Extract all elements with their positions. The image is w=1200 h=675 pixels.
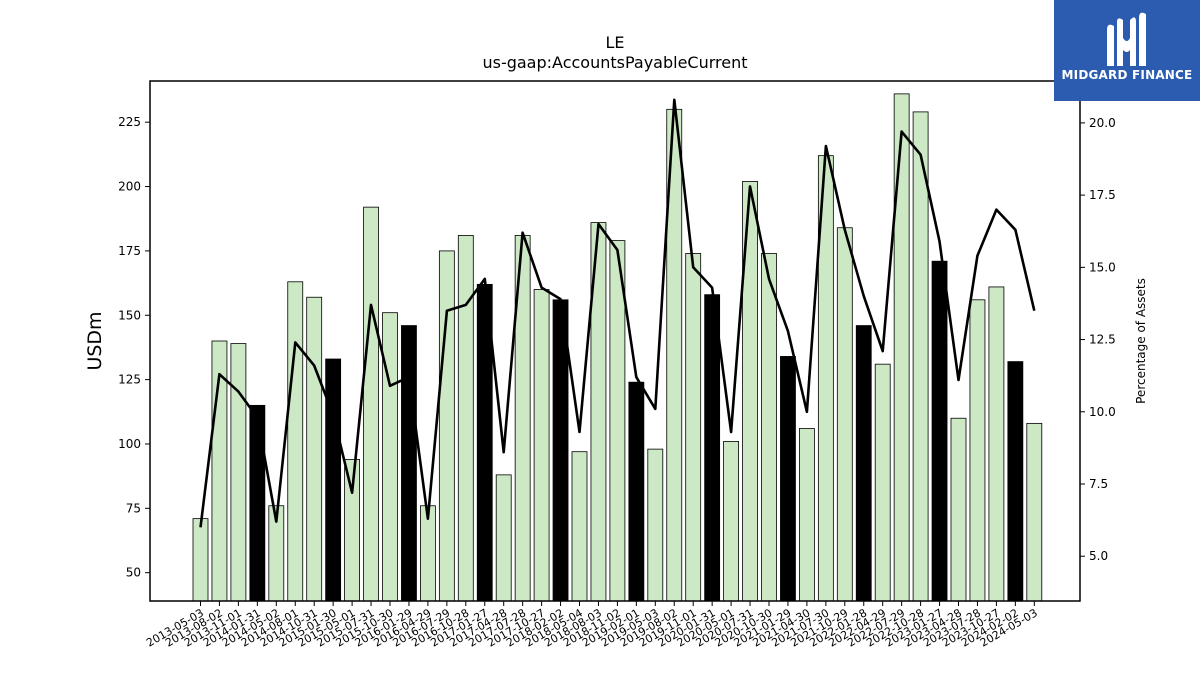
- bar-2016-04-29: [419, 505, 436, 602]
- chart-title: LE: [605, 33, 624, 52]
- bar-2019-02-01: [628, 381, 645, 602]
- bar-2020-01-31: [704, 294, 721, 602]
- bar-2019-05-03: [647, 448, 664, 602]
- bar-2021-04-30: [799, 428, 815, 602]
- y2-tick-label: 10.0: [1089, 405, 1116, 419]
- y2-tick-label: 5.0: [1089, 549, 1108, 563]
- bar-2018-05-04: [571, 451, 588, 602]
- bar-2023-04-28: [950, 417, 967, 602]
- y2-axis-ticks: 5.0 7.5 10.0 12.5 15.0 17.5 20.0: [1080, 116, 1116, 563]
- y-tick-label: 75: [126, 501, 141, 515]
- bar-2022-01-28: [855, 325, 872, 602]
- bar-2024-02-02: [1007, 361, 1024, 602]
- bar-2017-10-27: [533, 289, 550, 602]
- chart-subtitle: us-gaap:AccountsPayableCurrent: [482, 53, 747, 72]
- percentage-line: [199, 98, 1036, 528]
- y-tick-label: 200: [118, 180, 141, 194]
- x-axis-ticks: 2013-05-032013-08-022013-11-012014-01-31…: [144, 601, 1040, 650]
- y2-tick-label: 15.0: [1089, 260, 1116, 274]
- bar-2022-04-29: [874, 363, 891, 602]
- y2-tick-label: 7.5: [1089, 477, 1108, 491]
- y-tick-label: 175: [118, 244, 141, 258]
- bar-2016-01-29: [401, 325, 417, 602]
- bar-series: [192, 93, 1043, 602]
- y2-axis-label: Percentage of Assets: [1134, 278, 1148, 404]
- bar-2015-01-30: [325, 358, 342, 602]
- y-tick-label: 50: [126, 566, 141, 580]
- y2-tick-label: 17.5: [1089, 188, 1116, 202]
- bar-2014-01-31: [249, 404, 266, 602]
- y-tick-label: 125: [118, 373, 141, 387]
- y-axis-label: USDm: [84, 311, 106, 370]
- midgard-finance-logo: MIDGARD FINANCE: [1054, 0, 1200, 101]
- y2-tick-label: 20.0: [1089, 116, 1116, 130]
- bar-2024-05-03: [1026, 422, 1043, 602]
- bar-2021-10-29: [836, 227, 853, 602]
- bar-2022-10-28: [912, 111, 929, 602]
- bar-2017-04-28: [495, 474, 512, 602]
- midgard-m-logo-icon: [1107, 12, 1146, 67]
- bar-2023-07-28: [969, 299, 986, 602]
- y-tick-label: 100: [118, 437, 141, 451]
- bar-2020-10-30: [761, 253, 777, 602]
- y-axis-ticks: 50 75 100 125 150 175 200 225: [118, 115, 150, 580]
- bar-2023-10-27: [988, 286, 1005, 602]
- bar-2013-11-01: [230, 343, 247, 602]
- bar-2018-11-02: [609, 240, 626, 602]
- bar-2015-07-31: [363, 206, 379, 602]
- y2-tick-label: 12.5: [1089, 333, 1116, 347]
- bar-2016-07-29: [438, 250, 455, 602]
- bar-2013-05-03: [192, 518, 209, 602]
- bar-2020-05-01: [723, 440, 739, 602]
- bar-2023-01-27: [931, 260, 948, 602]
- bar-2015-10-30: [382, 312, 398, 602]
- bar-2016-10-28: [457, 235, 474, 602]
- y-tick-label: 150: [118, 308, 141, 322]
- plot-frame: [149, 80, 1081, 602]
- logo-text: MIDGARD FINANCE: [1061, 68, 1193, 82]
- bar-2022-07-29: [893, 93, 910, 602]
- percentage-line-series: [199, 98, 1036, 528]
- bar-2014-10-31: [306, 296, 323, 602]
- bar-2021-01-29: [780, 356, 796, 602]
- y-tick-label: 225: [118, 115, 141, 129]
- bar-2019-11-01: [685, 253, 702, 602]
- bar-2014-08-01: [287, 281, 304, 602]
